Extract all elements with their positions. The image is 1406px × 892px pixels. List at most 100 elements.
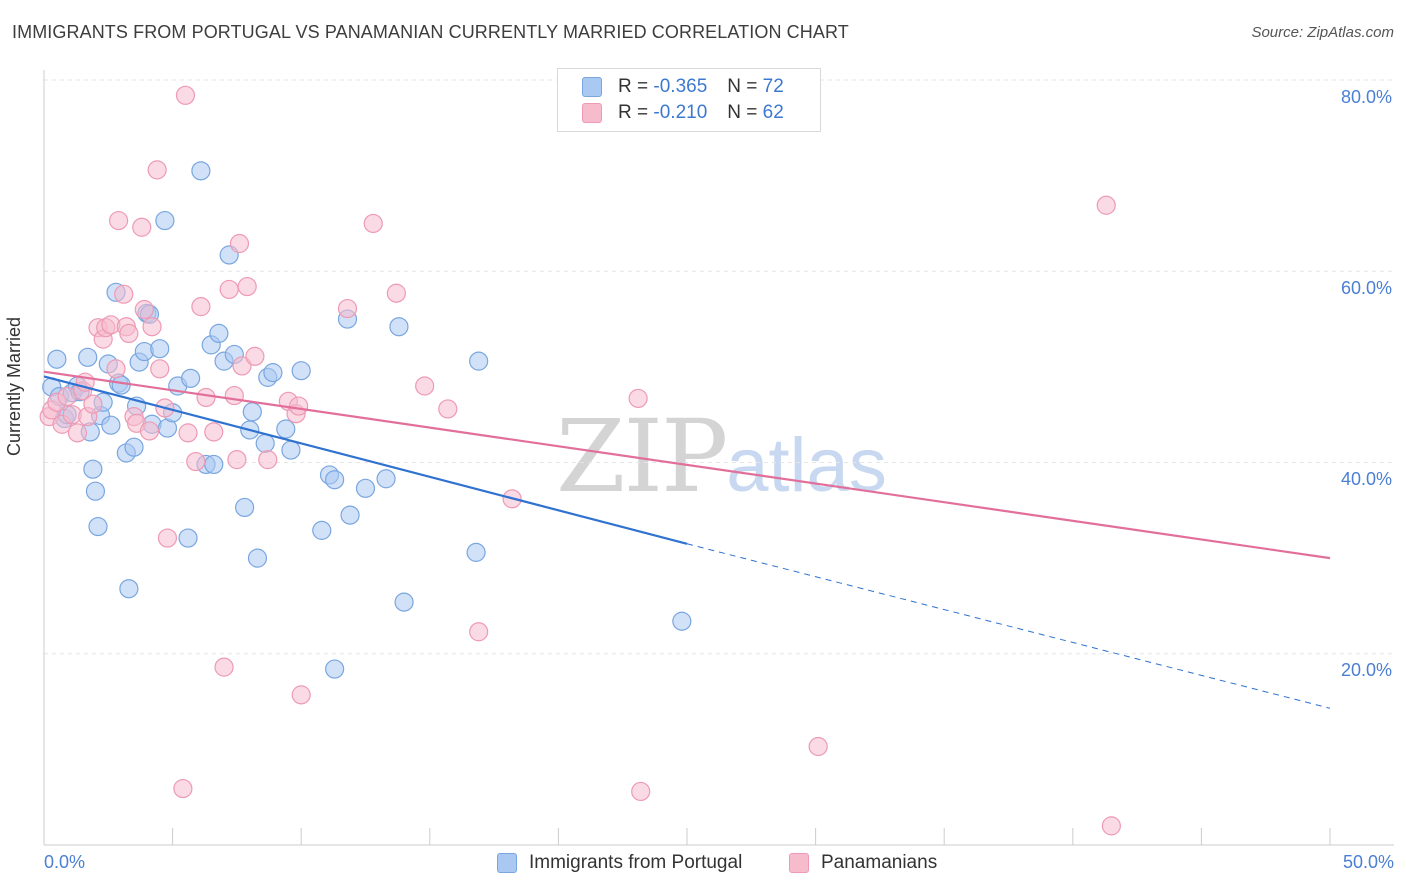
point-portugal bbox=[235, 497, 255, 518]
x-axis-ticks bbox=[43, 828, 1331, 845]
point-panamanians bbox=[178, 423, 198, 443]
legend-item-panamanians: Panamanians bbox=[789, 852, 937, 874]
point-portugal bbox=[247, 548, 268, 568]
legend-swatch-blue bbox=[582, 77, 602, 97]
point-portugal bbox=[355, 478, 376, 498]
point-panamanians bbox=[175, 85, 196, 105]
point-panamanians bbox=[134, 299, 154, 320]
chart-title: IMMIGRANTS FROM PORTUGAL VS PANAMANIAN C… bbox=[12, 22, 849, 42]
point-panamanians bbox=[106, 359, 126, 379]
trend-line-portugal bbox=[43, 375, 688, 545]
legend-r-value: -0.210 bbox=[653, 102, 708, 123]
point-panamanians bbox=[173, 778, 193, 799]
point-panamanians bbox=[83, 394, 103, 414]
point-panamanians bbox=[214, 657, 234, 677]
legend-row-panamanians: R = -0.210 N = 62 bbox=[582, 101, 784, 125]
point-portugal bbox=[85, 481, 106, 501]
point-portugal bbox=[340, 505, 360, 525]
legend-series-name: Immigrants from Portugal bbox=[529, 852, 743, 873]
point-portugal bbox=[124, 437, 144, 457]
legend-r-label: R = bbox=[618, 102, 649, 123]
point-portugal bbox=[376, 469, 396, 489]
trend-line-portugal-extension bbox=[686, 543, 1331, 709]
y-tick-label-80: 80.0% bbox=[1340, 87, 1392, 107]
point-panamanians bbox=[67, 423, 88, 443]
point-portugal bbox=[394, 592, 414, 612]
point-portugal bbox=[469, 351, 489, 371]
point-portugal bbox=[291, 361, 311, 381]
point-panamanians bbox=[289, 396, 309, 416]
legend-swatch-pink bbox=[789, 853, 809, 873]
point-panamanians bbox=[631, 781, 651, 802]
point-panamanians bbox=[229, 233, 250, 254]
point-portugal bbox=[242, 402, 262, 422]
point-portugal bbox=[325, 470, 345, 490]
scatter-points bbox=[39, 85, 1121, 836]
point-panamanians bbox=[142, 317, 162, 337]
point-portugal bbox=[389, 317, 409, 337]
legend-n-value: 62 bbox=[762, 102, 784, 123]
legend-series-name: Panamanians bbox=[821, 852, 938, 873]
point-panamanians bbox=[119, 323, 139, 344]
point-portugal bbox=[276, 419, 296, 439]
point-panamanians bbox=[224, 385, 244, 406]
point-portugal bbox=[83, 459, 103, 479]
point-portugal bbox=[672, 611, 692, 631]
point-portugal bbox=[255, 433, 275, 453]
point-portugal bbox=[325, 659, 345, 679]
legend-item-portugal: Immigrants from Portugal bbox=[497, 852, 742, 874]
point-panamanians bbox=[139, 421, 160, 441]
y-tick-label-60: 60.0% bbox=[1340, 278, 1392, 298]
source-label: Source: ZipAtlas.com bbox=[1251, 24, 1394, 41]
point-panamanians bbox=[219, 279, 239, 300]
point-panamanians bbox=[132, 217, 152, 237]
point-portugal bbox=[263, 363, 283, 383]
point-portugal bbox=[281, 440, 301, 460]
y-tick-label-20: 20.0% bbox=[1340, 660, 1392, 680]
legend-n-value: 72 bbox=[762, 76, 784, 97]
point-panamanians bbox=[245, 346, 265, 366]
point-portugal bbox=[150, 339, 170, 359]
point-panamanians bbox=[469, 622, 489, 642]
point-portugal bbox=[312, 520, 332, 540]
point-panamanians bbox=[114, 284, 134, 304]
stats-legend: R = -0.365 N = 72 R = -0.210 N = 62 bbox=[557, 68, 821, 132]
point-portugal bbox=[101, 415, 121, 435]
point-portugal bbox=[178, 528, 198, 548]
point-portugal bbox=[47, 349, 67, 369]
legend-n-label: N = bbox=[727, 76, 758, 97]
point-panamanians bbox=[232, 356, 252, 376]
y-axis-label: Currently Married bbox=[4, 316, 24, 456]
y-tick-label-40: 40.0% bbox=[1340, 469, 1392, 489]
point-panamanians bbox=[258, 450, 278, 470]
point-panamanians bbox=[237, 276, 257, 297]
watermark: ZIPatlas bbox=[556, 398, 887, 515]
point-panamanians bbox=[438, 399, 458, 419]
point-panamanians bbox=[1101, 816, 1121, 836]
point-panamanians bbox=[186, 451, 206, 472]
point-portugal bbox=[78, 347, 98, 367]
point-panamanians bbox=[150, 359, 170, 379]
point-panamanians bbox=[415, 376, 435, 396]
point-portugal bbox=[111, 375, 131, 395]
point-portugal bbox=[119, 579, 139, 599]
point-portugal bbox=[466, 542, 486, 562]
legend-swatch-blue bbox=[497, 853, 517, 873]
legend-swatch-pink bbox=[582, 103, 602, 123]
point-panamanians bbox=[808, 736, 828, 757]
legend-n-label: N = bbox=[727, 102, 758, 123]
watermark-zip: ZIP bbox=[556, 398, 728, 515]
point-panamanians bbox=[108, 210, 129, 231]
point-portugal bbox=[155, 210, 175, 231]
watermark-atlas: atlas bbox=[726, 423, 887, 508]
point-panamanians bbox=[363, 213, 383, 234]
point-portugal bbox=[204, 454, 224, 475]
point-panamanians bbox=[227, 450, 247, 470]
point-panamanians bbox=[628, 388, 648, 409]
legend-r-label: R = bbox=[618, 76, 649, 97]
point-panamanians bbox=[1096, 195, 1116, 215]
point-portugal bbox=[209, 323, 229, 344]
point-panamanians bbox=[191, 297, 211, 317]
point-panamanians bbox=[157, 528, 178, 548]
